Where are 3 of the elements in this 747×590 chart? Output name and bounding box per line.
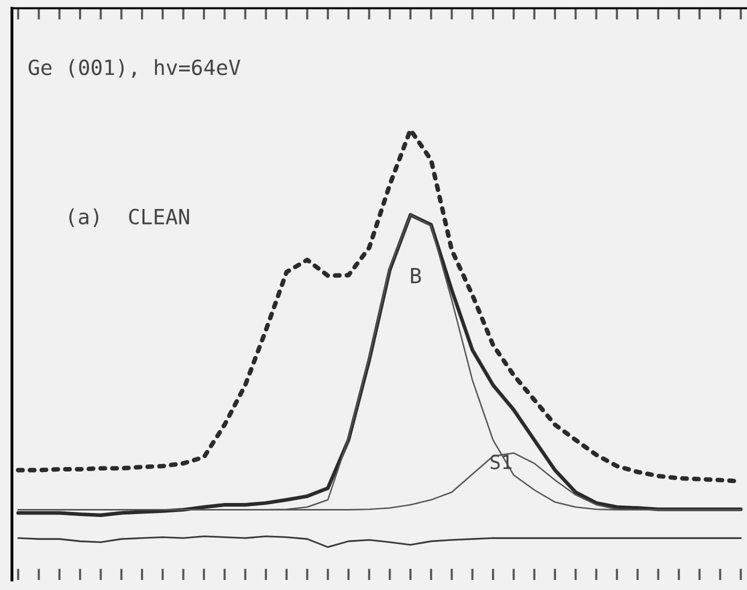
annotation: (a) CLEAN: [69, 208, 190, 227]
annotation: B: [411, 268, 421, 284]
text: Ge (001), hv=64eV: [28, 59, 240, 78]
